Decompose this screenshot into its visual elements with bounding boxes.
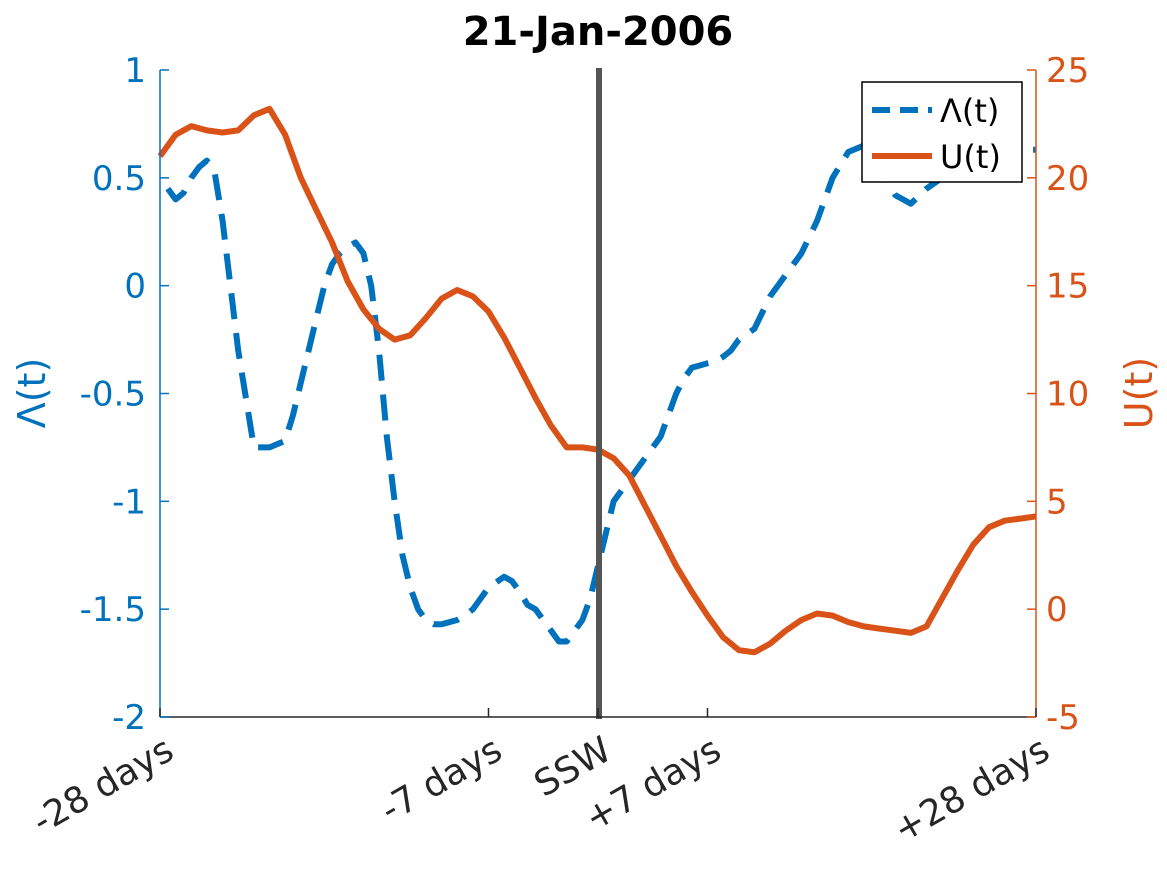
legend-entry-u: U(t) — [940, 138, 1001, 176]
x-tick-label: -7 days — [374, 729, 509, 831]
right-tick-label: 25 — [1046, 51, 1089, 91]
x-tick-label: -28 days — [26, 729, 181, 842]
left-tick-label: 0.5 — [92, 159, 146, 199]
left-tick-label: -1.5 — [80, 590, 146, 630]
left-tick-label: -1 — [112, 482, 146, 522]
series-line-lambda — [165, 142, 1036, 645]
legend: Λ(t) U(t) — [861, 81, 1023, 183]
left-tick-label: -0.5 — [80, 375, 146, 415]
right-tick-label: 15 — [1046, 267, 1089, 307]
chart-title: 21-Jan-2006 — [463, 9, 734, 55]
legend-box — [861, 81, 1023, 183]
right-axis-label: U(t) — [1117, 357, 1161, 429]
left-tick-label: -2 — [112, 698, 146, 738]
right-tick-label: 0 — [1046, 590, 1068, 630]
x-tick-label: +28 days — [887, 729, 1057, 851]
left-axis-label: Λ(t) — [10, 358, 54, 429]
left-tick-label: 0 — [124, 267, 146, 307]
right-tick-label: 20 — [1046, 159, 1089, 199]
right-tick-label: 10 — [1046, 375, 1089, 415]
legend-entry-lambda: Λ(t) — [940, 92, 999, 130]
right-tick-label: 5 — [1046, 482, 1068, 522]
right-tick-label: -5 — [1046, 698, 1080, 738]
left-tick-label: 1 — [124, 51, 146, 91]
